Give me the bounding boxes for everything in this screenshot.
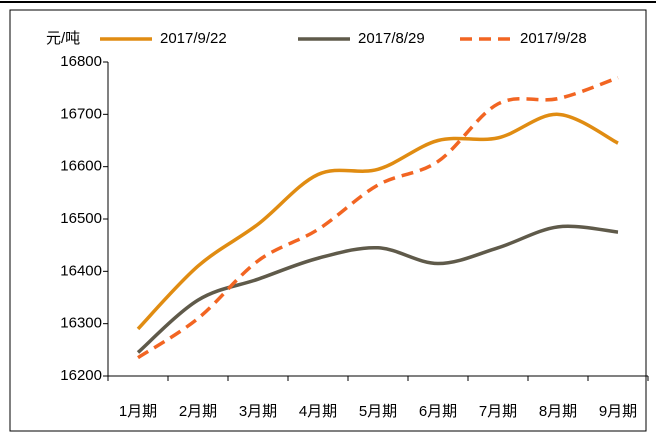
y-tick-label: 16300: [60, 315, 102, 332]
x-tick-label: 7月期: [479, 403, 517, 420]
x-tick-label: 3月期: [239, 403, 277, 420]
y-unit: 元/吨: [46, 30, 80, 47]
y-tick-label: 16200: [60, 367, 102, 384]
series-line: [136, 224, 619, 354]
y-tick-label: 16700: [60, 105, 102, 122]
y-tick-label: 16500: [60, 210, 102, 227]
series-line: [137, 76, 619, 360]
y-tick-label: 16600: [60, 158, 102, 175]
x-tick-label: 2月期: [179, 403, 217, 420]
legend-label: 2017/9/28: [520, 30, 587, 47]
legend-label: 2017/9/22: [160, 30, 227, 47]
y-tick-label: 16800: [60, 53, 102, 70]
x-tick-label: 1月期: [119, 403, 157, 420]
x-tick-label: 5月期: [359, 403, 397, 420]
frame: [9, 9, 647, 432]
x-tick-label: 8月期: [539, 403, 577, 420]
x-tick-label: 9月期: [599, 403, 637, 420]
y-tick-label: 16400: [60, 262, 102, 279]
legend-label: 2017/8/29: [358, 30, 425, 47]
x-tick-label: 4月期: [299, 403, 337, 420]
x-tick-label: 6月期: [419, 403, 457, 420]
series-line: [136, 112, 619, 331]
